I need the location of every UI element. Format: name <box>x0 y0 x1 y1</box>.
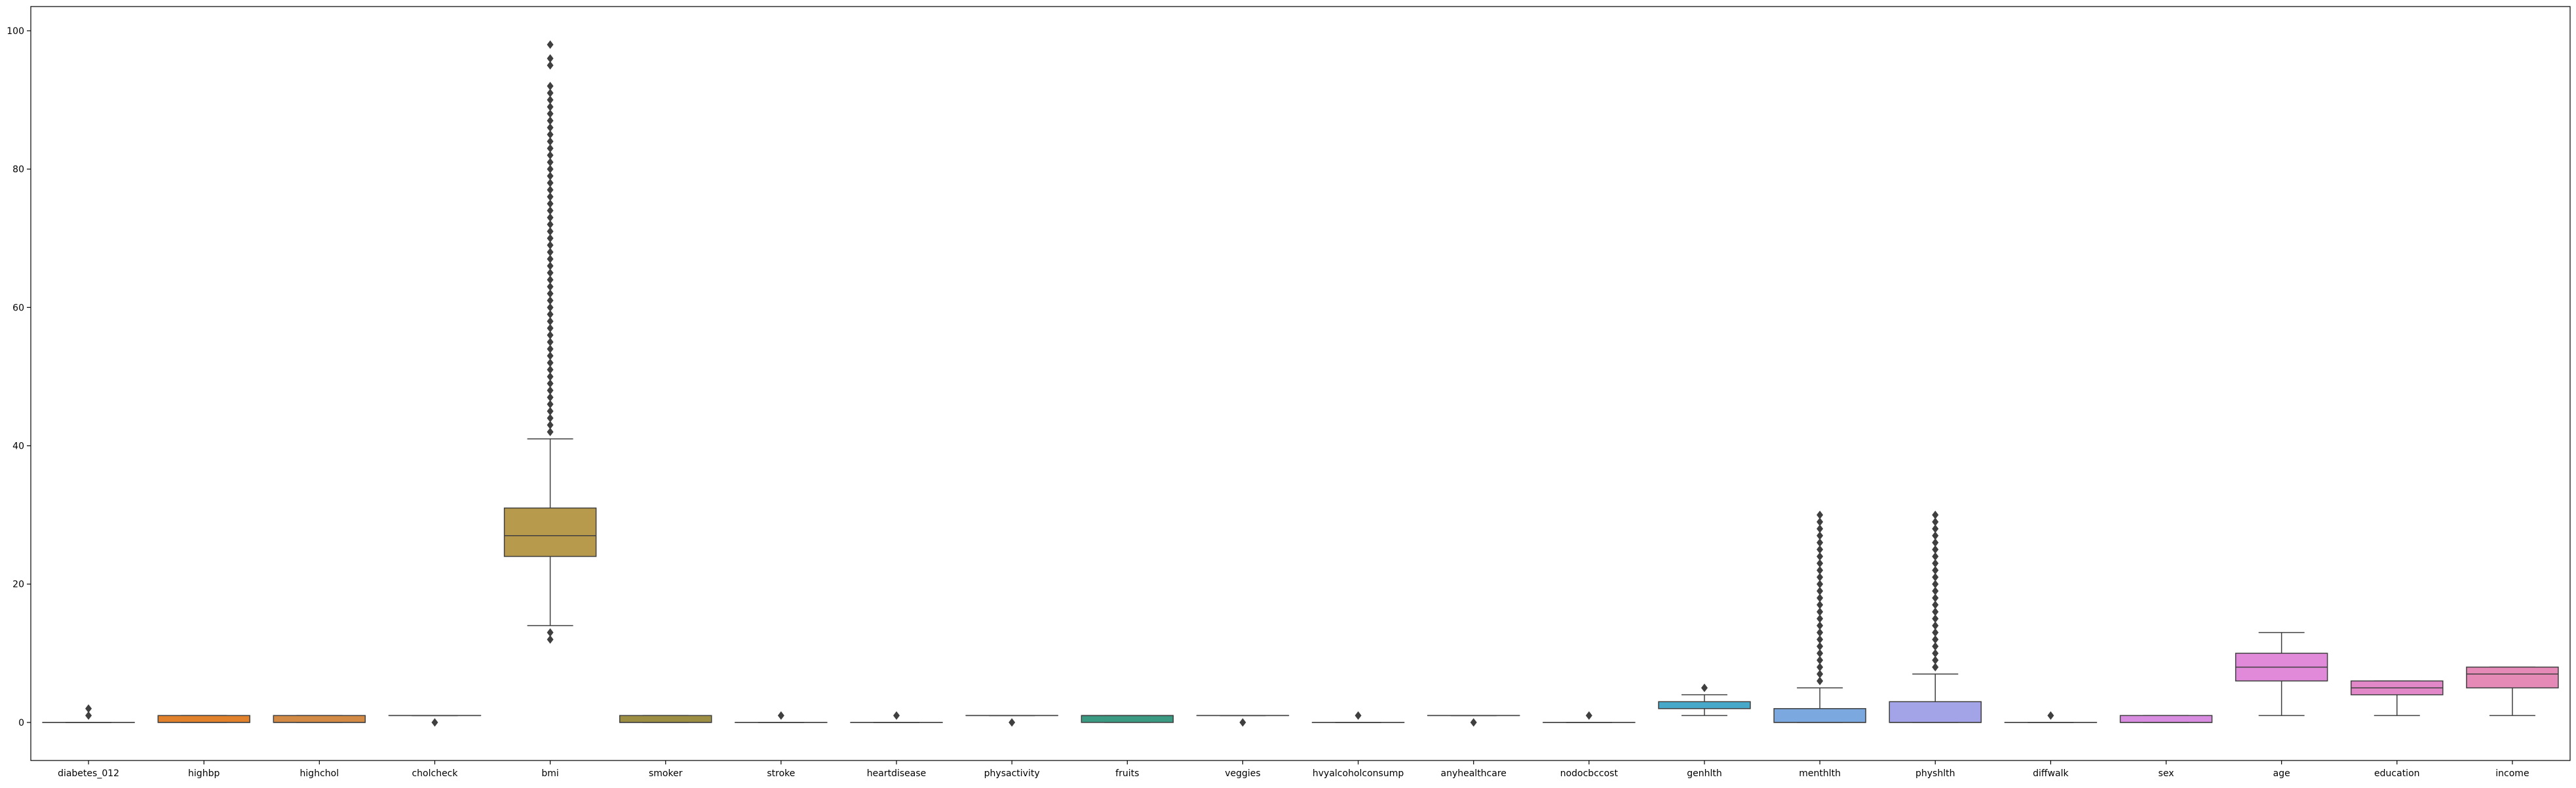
x-tick-label: menthlth <box>1799 768 1841 779</box>
box-body <box>158 715 250 722</box>
box-body <box>2121 715 2212 722</box>
x-tick-label: highbp <box>188 768 220 779</box>
x-tick-label: heartdisease <box>867 768 926 779</box>
y-tick-label: 0 <box>18 718 24 728</box>
box-fruits <box>1081 715 1173 722</box>
x-tick-label: education <box>2374 768 2419 779</box>
x-tick-label: stroke <box>767 768 795 779</box>
x-tick-label: fruits <box>1115 768 1139 779</box>
box-body <box>1889 702 1981 722</box>
box-body <box>1081 715 1173 722</box>
x-tick-label: diffwalk <box>2033 768 2069 779</box>
x-tick-label: genhlth <box>1687 768 1722 779</box>
box-body <box>1659 702 1750 709</box>
x-tick-label: bmi <box>541 768 558 779</box>
x-tick-label: physhlth <box>1915 768 1955 779</box>
x-tick-label: cholcheck <box>412 768 458 779</box>
x-tick-label: veggies <box>1225 768 1260 779</box>
box-highbp <box>158 715 250 722</box>
box-body <box>505 508 596 557</box>
x-tick-label: diabetes_012 <box>58 768 119 779</box>
y-tick-label: 40 <box>12 441 24 452</box>
x-tick-label: physactivity <box>984 768 1040 779</box>
box-highchol <box>273 715 365 722</box>
box-smoker <box>620 715 712 722</box>
x-tick-label: age <box>2273 768 2290 779</box>
x-tick-label: smoker <box>649 768 683 779</box>
box-body <box>273 715 365 722</box>
x-tick-label: sex <box>2159 768 2174 779</box>
box-body <box>620 715 712 722</box>
x-tick-label: hvyalcoholconsump <box>1313 768 1404 779</box>
x-tick-label: anyhealthcare <box>1441 768 1507 779</box>
box-sex <box>2121 715 2212 722</box>
y-tick-label: 20 <box>12 580 24 590</box>
box-body <box>2467 667 2558 688</box>
y-tick-label: 60 <box>12 303 24 313</box>
x-tick-label: highchol <box>300 768 339 779</box>
y-tick-label: 80 <box>12 164 24 175</box>
y-tick-label: 100 <box>7 26 24 37</box>
box-body <box>1774 709 1866 722</box>
x-tick-label: income <box>2495 768 2529 779</box>
x-tick-label: nodocbccost <box>1560 768 1619 779</box>
